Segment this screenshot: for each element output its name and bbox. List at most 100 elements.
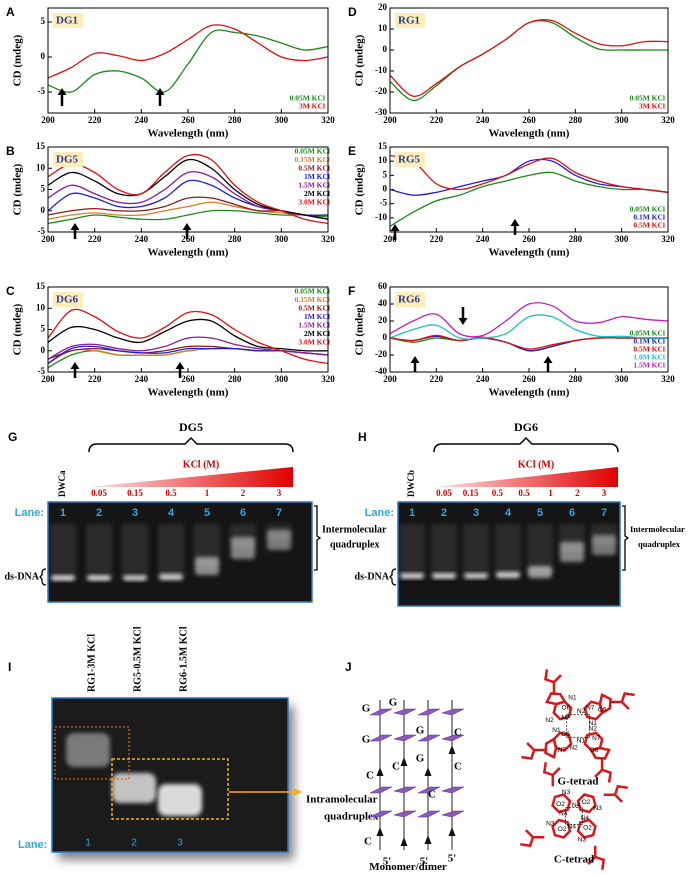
cd-line: [390, 19, 668, 97]
strand-arrow: [448, 745, 456, 754]
gel-band: [123, 575, 147, 581]
gel-smear: [527, 524, 553, 572]
strand-label: G: [362, 734, 371, 746]
y-tick-label: -5: [38, 86, 46, 96]
panel-label: I: [8, 660, 11, 674]
base: [576, 818, 606, 870]
g-slab: [369, 708, 393, 716]
base: [583, 731, 612, 783]
cd-line: [390, 334, 668, 350]
x-axis-label: Wavelength (nm): [489, 128, 570, 140]
arrow-head: [182, 223, 192, 230]
gel-sample: DG5: [179, 420, 203, 434]
gel-band: [66, 733, 110, 767]
y-tick-label: 15: [378, 141, 388, 151]
strand-arrow: [424, 767, 432, 776]
strand-label: C: [392, 761, 400, 773]
gel-band: [592, 535, 616, 555]
strand-label: C: [454, 727, 462, 739]
concentration: 0.15: [463, 488, 479, 498]
plot-frame: [47, 286, 329, 373]
x-axis-label: Wavelength (nm): [489, 387, 570, 399]
arrow-head: [155, 88, 165, 95]
gel-smear: [86, 524, 112, 578]
panel-label: J: [345, 660, 352, 674]
lane-number: 2: [441, 507, 447, 519]
concentration: 3: [602, 488, 607, 498]
product-bracket: [622, 505, 630, 571]
gel-sample: DG6: [514, 420, 538, 434]
g-slab: [417, 734, 441, 742]
region-box: [54, 726, 130, 780]
panel-label: A: [6, 5, 15, 19]
ring: [544, 737, 558, 759]
x-tick-label: 300: [615, 374, 629, 384]
title-box: [53, 13, 83, 28]
y-axis-label: CD (mdeg): [354, 163, 366, 215]
product-label: Intermolecular: [630, 524, 685, 534]
x-tick-label: 300: [615, 115, 629, 125]
concentration: 0.5: [165, 488, 177, 498]
ring: [576, 793, 597, 814]
cd-line: [48, 318, 328, 352]
y-tick-label: -20: [375, 86, 387, 96]
band-label: ds-DNA: [355, 571, 390, 582]
panel-label: D: [348, 5, 357, 19]
g-slab: [441, 708, 465, 716]
y-tick-label: -30: [375, 107, 387, 117]
sugar: [544, 669, 562, 694]
gel-band: [400, 573, 424, 579]
brace: [389, 568, 397, 586]
legend-entry: 0.5M KCl: [298, 164, 330, 173]
atom-label: N4: [559, 811, 568, 818]
sugar: [520, 829, 545, 848]
lane-number: 3: [177, 838, 183, 849]
g-slab: [417, 708, 441, 716]
panel-label: G: [8, 430, 17, 444]
salt-gradient: [434, 467, 618, 487]
x-tick-label: 260: [181, 374, 195, 384]
cd-line: [390, 20, 668, 102]
base: [583, 692, 635, 721]
y-tick-label: -5: [380, 198, 388, 208]
product-label: quadruplex: [324, 811, 379, 823]
legend-entry: 0.1M KCl: [633, 337, 665, 346]
y-axis-label: CD (mdeg): [12, 34, 24, 86]
legend-entry: 3.0M KCl: [298, 338, 330, 347]
atom-label: O2: [583, 825, 592, 832]
strand-label: C: [364, 836, 372, 848]
concentration: 1: [548, 488, 553, 498]
lane-number: 2: [131, 838, 137, 849]
gel-panel: G DG5 KCl (M) DWCa 0.05 0.15 0.5 1 2 3 Lane: 1 2 3 4 5 6…: [5, 420, 387, 603]
salt-label: KCl (M): [183, 459, 219, 470]
gel-band: [87, 575, 111, 581]
gel-smear: [463, 524, 489, 576]
cd-line: [48, 158, 328, 220]
concentration: 0.05: [91, 488, 107, 498]
x-axis-label: Wavelength (nm): [148, 387, 229, 399]
y-tick-label: 10: [378, 155, 388, 165]
legend-entry: 0.5M KCl: [298, 304, 330, 313]
gel-band: [528, 566, 552, 578]
base: [576, 784, 628, 814]
panel-label: B: [6, 144, 15, 158]
cd-chart: 200 220 240 260 280 300 320 -40 -20 0 20 40 60 Wavele…: [348, 281, 675, 398]
ring: [551, 793, 572, 814]
arrow-head: [543, 356, 553, 363]
lane-number: 7: [276, 507, 282, 519]
product-label: quadruplex: [330, 539, 379, 550]
legend-entry: 1.5M KCl: [633, 361, 665, 370]
x-tick-label: 300: [615, 234, 629, 244]
atom-label: N1: [568, 694, 577, 701]
x-tick-label: 300: [275, 374, 289, 384]
lane-number: 3: [473, 507, 479, 519]
x-axis-label: Wavelength (nm): [148, 128, 229, 140]
product-label: quadruplex: [638, 539, 681, 549]
panel-label: H: [358, 430, 367, 444]
x-tick-label: 320: [661, 374, 675, 384]
y-tick-label: -40: [375, 366, 387, 376]
strand-arrow: [400, 757, 408, 766]
cd-line: [48, 24, 328, 79]
pointer-head: [294, 788, 302, 796]
